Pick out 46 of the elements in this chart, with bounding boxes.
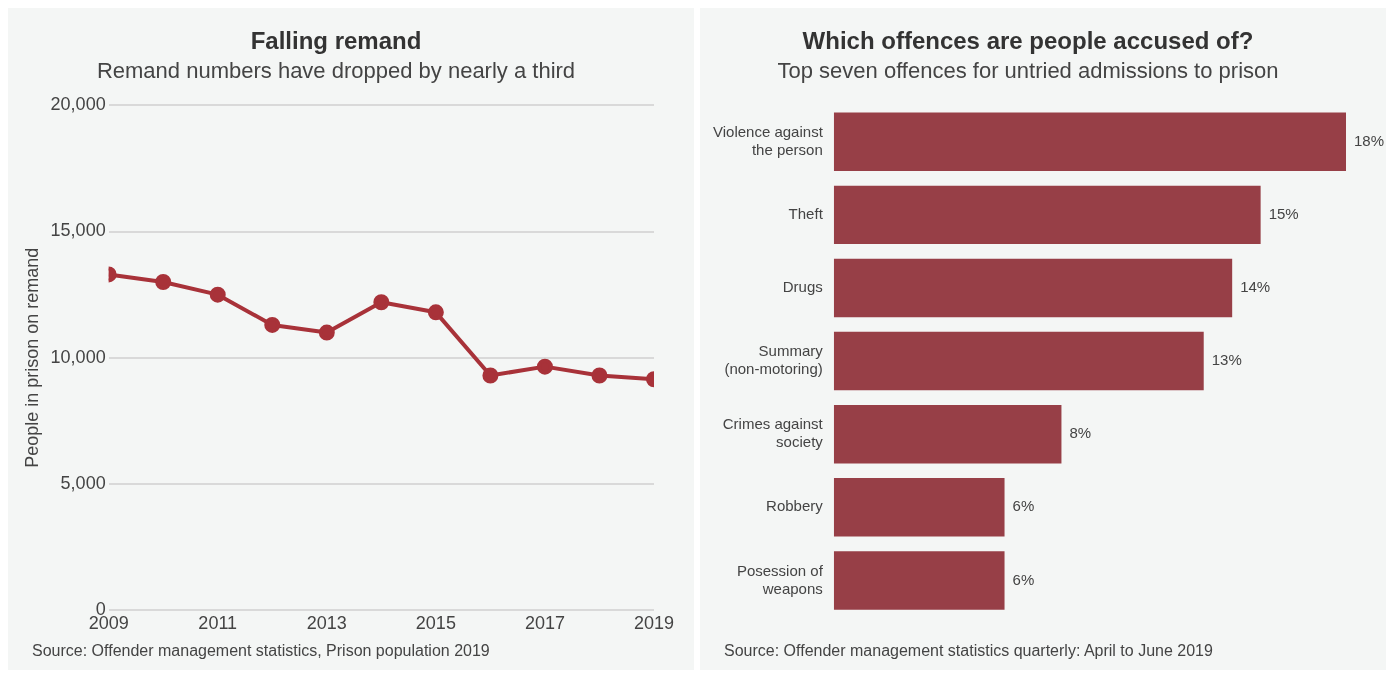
chart-subtitle: Top seven offences for untried admissions to prison bbox=[777, 58, 1279, 84]
y-tick-label: 15,000 bbox=[50, 220, 106, 241]
x-tick-label: 2017 bbox=[524, 613, 565, 634]
y-tick-label: Crimes against society bbox=[722, 415, 824, 451]
point bbox=[482, 367, 499, 384]
chart-subtitle: Remand numbers have dropped by nearly a third bbox=[96, 58, 576, 84]
y-tick-label: 20,000 bbox=[50, 94, 106, 115]
y-tick-label: Drugs bbox=[782, 278, 823, 296]
data-label: 14% bbox=[1240, 278, 1271, 296]
x-tick-label: 2015 bbox=[415, 613, 456, 634]
point bbox=[427, 304, 444, 321]
bar bbox=[833, 258, 1233, 318]
bar bbox=[833, 185, 1261, 245]
bar bbox=[833, 404, 1062, 464]
point bbox=[264, 316, 281, 333]
y-tick-label: Violence against the person bbox=[712, 122, 824, 158]
y-tick-label: 10,000 bbox=[50, 346, 106, 367]
data-label: 13% bbox=[1211, 351, 1242, 369]
data-label: 6% bbox=[1012, 497, 1035, 515]
y-tick-label: Robbery bbox=[766, 497, 824, 515]
chart-title: Which offences are people accused of? bbox=[802, 27, 1254, 55]
y-tick-label: Summary (non-motoring) bbox=[724, 342, 824, 378]
point bbox=[591, 367, 608, 384]
data-label: 18% bbox=[1354, 131, 1385, 149]
y-axis-title: People in prison on remand bbox=[21, 247, 42, 468]
bar bbox=[833, 112, 1346, 171]
bar bbox=[833, 331, 1204, 391]
y-tick-label: Theft bbox=[788, 205, 824, 223]
chart-title: Falling remand bbox=[250, 27, 422, 55]
bar bbox=[833, 551, 1005, 610]
x-tick-label: 2011 bbox=[198, 613, 238, 634]
x-tick-label: 2013 bbox=[306, 613, 347, 634]
y-tick-label: 5,000 bbox=[60, 473, 106, 494]
data-label: 15% bbox=[1268, 205, 1299, 223]
point bbox=[373, 294, 390, 311]
point bbox=[318, 324, 335, 341]
x-tick-label: 2019 bbox=[633, 613, 675, 634]
point bbox=[209, 286, 226, 303]
source-note: Source: Offender management statistics quarterly: April to June 2019 bbox=[723, 641, 1214, 661]
y-tick-label: Posession of weapons bbox=[736, 561, 824, 597]
data-label: 8% bbox=[1069, 424, 1092, 442]
point bbox=[536, 358, 553, 375]
data-label: 6% bbox=[1012, 570, 1035, 588]
point bbox=[155, 274, 172, 291]
bar bbox=[833, 478, 1005, 537]
source-note: Source: Offender management statistics, Prison population 2019 bbox=[31, 641, 491, 661]
